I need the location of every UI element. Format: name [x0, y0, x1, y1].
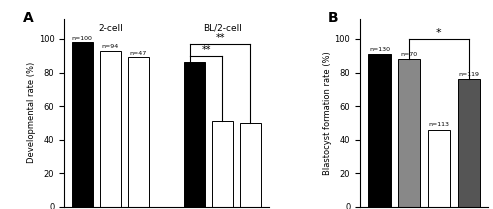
Bar	[184, 62, 205, 207]
Bar	[368, 54, 390, 207]
Text: n=113: n=113	[428, 122, 450, 127]
Text: n=70: n=70	[401, 52, 418, 57]
Text: *: *	[436, 28, 442, 38]
Text: n=130: n=130	[369, 47, 390, 52]
Bar	[100, 51, 121, 207]
Bar	[212, 121, 233, 207]
Bar	[72, 42, 93, 207]
Bar	[128, 57, 149, 207]
Bar	[240, 123, 261, 207]
Y-axis label: Developmental rate (%): Developmental rate (%)	[27, 62, 36, 163]
Text: n=94: n=94	[102, 44, 119, 49]
Text: n=119: n=119	[458, 72, 479, 77]
Bar	[458, 79, 480, 207]
Bar	[398, 59, 421, 207]
Text: BL/2-cell: BL/2-cell	[203, 24, 242, 33]
Text: **: **	[202, 45, 211, 55]
Text: B: B	[328, 11, 339, 25]
Text: **: **	[215, 33, 225, 43]
Text: n=47: n=47	[130, 51, 147, 56]
Text: n=100: n=100	[72, 36, 93, 41]
Text: A: A	[23, 11, 34, 25]
Bar	[428, 130, 450, 207]
Y-axis label: Blastocyst formation rate (%): Blastocyst formation rate (%)	[323, 51, 332, 175]
Text: 2-cell: 2-cell	[98, 24, 123, 33]
